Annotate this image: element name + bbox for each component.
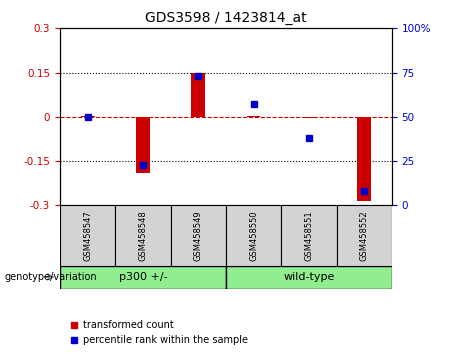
Text: p300 +/-: p300 +/- xyxy=(118,272,167,282)
Bar xyxy=(81,116,95,117)
Text: GSM458547: GSM458547 xyxy=(83,210,92,261)
Bar xyxy=(60,205,115,266)
Bar xyxy=(136,117,150,173)
Bar xyxy=(115,205,171,266)
Text: GSM458548: GSM458548 xyxy=(138,210,148,261)
Title: GDS3598 / 1423814_at: GDS3598 / 1423814_at xyxy=(145,11,307,24)
Bar xyxy=(281,205,337,266)
Text: GSM458551: GSM458551 xyxy=(304,210,313,261)
Bar xyxy=(357,117,371,201)
Bar xyxy=(226,205,281,266)
Text: GSM458552: GSM458552 xyxy=(360,210,369,261)
Bar xyxy=(191,73,205,117)
Bar xyxy=(226,266,392,289)
Text: GSM458550: GSM458550 xyxy=(249,210,258,261)
Text: genotype/variation: genotype/variation xyxy=(5,272,97,282)
Legend: transformed count, percentile rank within the sample: transformed count, percentile rank withi… xyxy=(65,316,252,349)
Bar xyxy=(302,117,316,118)
Bar xyxy=(60,266,226,289)
Text: GSM458549: GSM458549 xyxy=(194,210,203,261)
Bar xyxy=(247,116,260,117)
Text: wild-type: wild-type xyxy=(283,272,335,282)
Bar xyxy=(337,205,392,266)
Bar xyxy=(171,205,226,266)
